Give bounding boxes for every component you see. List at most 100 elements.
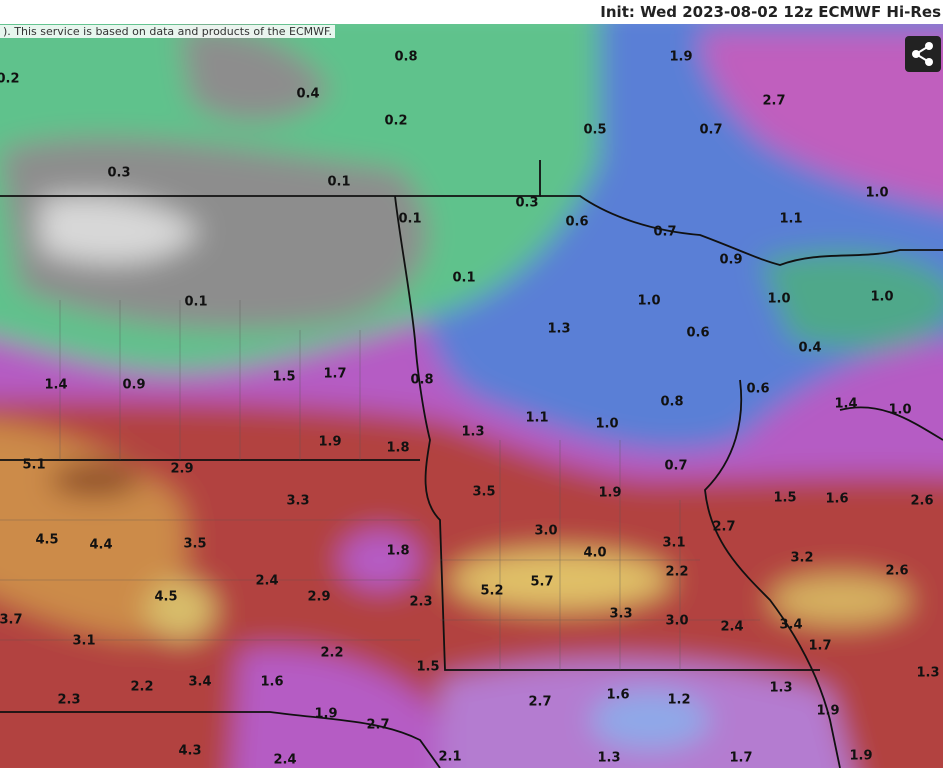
precip-label: 0.6: [686, 326, 709, 341]
precip-label: 2.9: [170, 462, 193, 477]
precip-label: 1.3: [916, 666, 939, 681]
precip-label: 1.0: [888, 403, 911, 418]
share-button[interactable]: [905, 36, 941, 72]
precip-label: 1.7: [323, 367, 346, 382]
precip-label: 1.0: [865, 186, 888, 201]
precip-label: 3.2: [790, 551, 813, 566]
precip-label: 0.1: [327, 175, 350, 190]
precip-label: 1.0: [637, 294, 660, 309]
precip-label: 3.0: [534, 524, 557, 539]
attribution: ). This service is based on data and pro…: [0, 25, 336, 38]
precip-label: 1.6: [825, 492, 848, 507]
precip-label: 4.3: [178, 744, 201, 759]
county-lines: [0, 300, 760, 670]
precip-label: 3.3: [286, 494, 309, 509]
precip-label: 0.7: [664, 459, 687, 474]
precip-label: 2.6: [910, 494, 933, 509]
precip-label: 1.9: [318, 435, 341, 450]
precip-label: 4.5: [35, 533, 58, 548]
precip-label: 2.2: [320, 646, 343, 661]
precip-label: 0.1: [452, 271, 475, 286]
precip-label: 0.4: [296, 87, 319, 102]
precip-label: 3.4: [779, 618, 802, 633]
precip-label: 1.8: [386, 544, 409, 559]
precip-label: 1.3: [547, 322, 570, 337]
precip-label: 4.0: [583, 546, 606, 561]
precip-label: 0.3: [107, 166, 130, 181]
precip-label: 1.0: [870, 290, 893, 305]
precip-label: 2.7: [762, 94, 785, 109]
precip-label: 1.6: [606, 688, 629, 703]
precip-label: 1.9: [598, 486, 621, 501]
precip-label: 1.5: [773, 491, 796, 506]
precip-label: 0.8: [660, 395, 683, 410]
precip-label: 2.6: [885, 564, 908, 579]
precip-label: 3.1: [72, 634, 95, 649]
map: 0.8 1.9 0.2 0.4 2.7 0.2 0.5 0.7 0.3 0.1 1.0 0.3 0.1 0…: [0, 24, 943, 768]
precip-label: 0.7: [653, 225, 676, 240]
precip-label: 2.7: [712, 520, 735, 535]
precip-label: 1.9: [669, 50, 692, 65]
precip-label: 1.6: [260, 675, 283, 690]
precip-label: 0.9: [122, 378, 145, 393]
precip-label: 1.4: [834, 397, 857, 412]
precip-label: 2.2: [665, 565, 688, 580]
precip-label: 0.8: [394, 50, 417, 65]
label-layer: 0.8 1.9 0.2 0.4 2.7 0.2 0.5 0.7 0.3 0.1 1.0 0.3 0.1 0…: [0, 50, 940, 768]
precip-label: 1.2: [667, 693, 690, 708]
precip-label: 2.1: [438, 750, 461, 765]
precip-label: 1.9: [849, 749, 872, 764]
precip-label: 2.3: [409, 595, 432, 610]
precip-label: 1.7: [729, 751, 752, 766]
precip-label: 1.5: [416, 660, 439, 675]
precip-field: [0, 24, 943, 768]
precip-label: 2.2: [130, 680, 153, 695]
precip-label: 0.6: [746, 382, 769, 397]
precip-label: 0.6: [565, 215, 588, 230]
precip-label: 3.4: [188, 675, 211, 690]
precip-label: 1.5: [272, 370, 295, 385]
precip-label: 1.3: [597, 751, 620, 766]
precip-label: 2.3: [57, 693, 80, 708]
precip-label: 2.4: [720, 620, 743, 635]
precip-label: 1.1: [525, 411, 548, 426]
precip-label: 0.4: [798, 341, 821, 356]
precip-label: 1.4: [44, 378, 67, 393]
state-borders: [0, 160, 943, 768]
precip-label: 1.7: [808, 639, 831, 654]
precip-label: 0.5: [583, 123, 606, 138]
precip-label: 0.3: [515, 196, 538, 211]
precip-label: 5.1: [22, 458, 45, 473]
precip-label: 3.5: [472, 485, 495, 500]
precip-label: 2.4: [255, 574, 278, 589]
precip-label: 1.3: [461, 425, 484, 440]
precip-label: 2.7: [366, 718, 389, 733]
precip-label: 1.1: [779, 212, 802, 227]
precip-label: 3.7: [0, 613, 23, 628]
precip-label: 2.4: [273, 753, 296, 768]
precip-label: 0.8: [410, 373, 433, 388]
precip-label: 0.1: [398, 212, 421, 227]
precip-label: 1.9: [314, 707, 337, 722]
precip-label: 5.7: [530, 575, 553, 590]
precip-label: 3.3: [609, 607, 632, 622]
share-icon[interactable]: [905, 36, 941, 72]
precip-label: 5.2: [480, 584, 503, 599]
precip-label: 0.1: [184, 295, 207, 310]
precip-label: 3.5: [183, 537, 206, 552]
precip-label: 1.3: [769, 681, 792, 696]
init-header: Init: Wed 2023-08-02 12z ECMWF Hi-Res: [600, 3, 941, 21]
precip-label: 0.2: [0, 72, 20, 87]
precip-label: 1.9: [816, 704, 839, 719]
precip-label: 2.7: [528, 695, 551, 710]
precip-label: 0.2: [384, 114, 407, 129]
precip-label: 1.0: [767, 292, 790, 307]
precip-label: 0.9: [719, 253, 742, 268]
precip-label: 1.0: [595, 417, 618, 432]
precip-label: 2.9: [307, 590, 330, 605]
precip-label: 4.4: [89, 538, 112, 553]
precip-label: 3.0: [665, 614, 688, 629]
precip-label: 3.1: [662, 536, 685, 551]
precip-label: 4.5: [154, 590, 177, 605]
